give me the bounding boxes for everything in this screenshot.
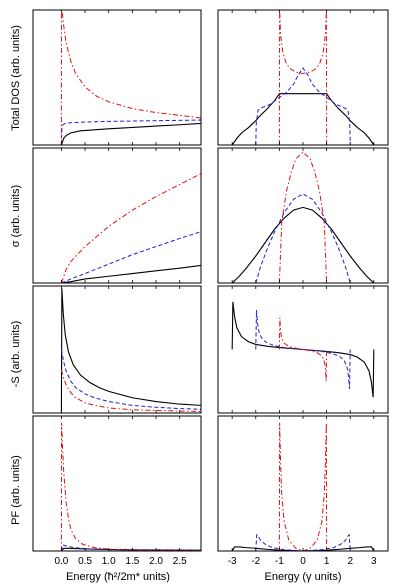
panel-right-2	[217, 147, 389, 284]
series-line-blue	[255, 193, 351, 283]
xlabel-left: Energy (ħ²/2m* units)	[66, 571, 170, 583]
panel-frame	[217, 147, 389, 284]
series-line-red	[60, 173, 201, 283]
ylabel-row-4: PF (arb. units)	[10, 455, 22, 525]
ylabel-row-1: Total DOS (arb. units)	[10, 25, 22, 131]
x-tick-label: 0.0	[54, 556, 68, 567]
ylabel-row-2: σ (arb. units)	[10, 185, 22, 247]
panel-frame	[217, 9, 389, 146]
series-line-red	[278, 317, 328, 382]
xlabel-right: Energy (γ units)	[264, 571, 341, 583]
series-line-blue	[255, 67, 351, 145]
x-tick-label: 1.5	[125, 556, 139, 567]
panel-right-3	[217, 285, 389, 414]
panel-frame	[32, 285, 202, 414]
series-line-red	[60, 10, 201, 145]
series-line-blue	[61, 231, 201, 283]
series-group	[60, 10, 201, 145]
series-line-black	[60, 122, 201, 145]
series-group	[231, 151, 375, 283]
series-line-red	[60, 369, 201, 412]
series-group	[231, 422, 375, 551]
series-line-blue	[255, 533, 351, 551]
series-line-black	[33, 288, 201, 413]
series-line-red	[278, 422, 328, 551]
series-line-black	[231, 206, 375, 283]
x-tick-label: 2.5	[173, 556, 187, 567]
panel-right-1	[217, 9, 389, 146]
series-group	[231, 10, 375, 145]
series-group	[33, 288, 201, 413]
panel-frame	[32, 147, 202, 284]
x-tick-label: 3	[371, 556, 377, 567]
series-line-black	[61, 264, 201, 283]
panel-left-2	[32, 147, 202, 284]
series-line-black	[231, 93, 375, 145]
series-line-blue	[255, 310, 351, 389]
series-group	[60, 422, 201, 551]
series-line-blue	[60, 349, 201, 410]
panels: 0.0 0.5 1.0 1.5 2.0 2.5 -3 -2 -1 0 1 2 3	[32, 9, 389, 567]
x-tick-label: 1	[324, 556, 330, 567]
panel-left-4: 0.0 0.5 1.0 1.5 2.0 2.5	[32, 415, 202, 567]
series-line-red	[278, 151, 328, 283]
x-tick-label: 0	[300, 556, 306, 567]
series-line-blue	[60, 544, 201, 551]
panel-frame	[32, 9, 202, 146]
series-group	[231, 301, 375, 398]
series-group	[60, 173, 201, 283]
series-line-red	[278, 10, 328, 145]
panel-left-1	[32, 9, 202, 146]
ylabel-row-3: -S (arb. units)	[10, 321, 22, 388]
x-tick-label: 2.0	[149, 556, 163, 567]
series-line-black	[231, 546, 375, 551]
x-tick-label: 2	[347, 556, 353, 567]
x-tick-label: -2	[251, 556, 260, 567]
panel-left-3	[32, 285, 202, 414]
x-tick-label: 1.0	[102, 556, 116, 567]
panel-frame	[217, 415, 389, 552]
x-tick-label: -3	[228, 556, 237, 567]
series-line-red	[60, 422, 201, 551]
x-tick-label: 0.5	[78, 556, 92, 567]
x-tick-label: -1	[275, 556, 284, 567]
panel-right-4: -3 -2 -1 0 1 2 3	[217, 415, 389, 567]
panel-frame	[32, 415, 202, 552]
series-line-blue	[60, 119, 201, 145]
